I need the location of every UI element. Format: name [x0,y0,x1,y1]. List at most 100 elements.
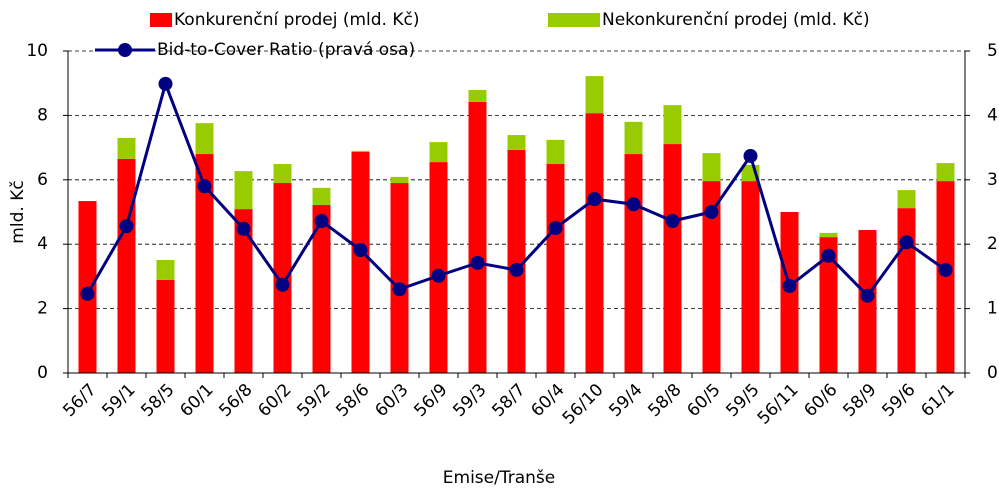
bar [936,163,955,182]
marker [158,76,173,91]
x-tick-label: 59/3 [449,380,490,421]
y2-tick-label: 0 [987,363,998,383]
marker [509,262,524,277]
x-tick-label: 59/2 [293,380,334,421]
bar [741,181,760,373]
x-axis-title: Emise/Tranše [443,468,555,488]
x-tick-label: 60/6 [800,380,841,421]
marker [665,214,680,229]
bar [819,232,838,238]
marker [821,248,836,263]
x-tick-label: 61/1 [917,380,958,421]
bar [585,113,604,373]
bar [117,137,136,159]
legend-swatch [548,13,600,27]
bar [663,105,682,145]
marker [704,205,719,219]
marker [236,221,251,236]
bar [351,150,370,152]
bar [234,171,253,210]
x-tick-label: 56/7 [59,380,100,421]
bar [507,135,526,150]
bar [897,190,916,209]
x-tick-label: 56/8 [215,380,256,421]
y-axis-title: mld. Kč [8,180,28,243]
marker [431,268,446,283]
bar [468,101,487,373]
bar [702,181,721,373]
y2-tick-label: 1 [987,299,998,319]
bar [312,204,331,373]
y-tick-label: 4 [37,234,48,254]
legend-label: Nekonkurenční prodej (mld. Kč) [602,10,870,30]
x-tick-label: 58/7 [488,380,529,421]
marker [470,255,485,270]
marker [899,235,914,250]
x-tick-label: 58/5 [137,380,178,421]
bar [624,121,643,155]
legend-swatch [118,43,132,57]
marker [314,214,329,229]
bar [429,142,448,163]
bar [390,183,409,373]
bar [702,153,721,182]
y-tick-label: 0 [37,363,48,383]
marker [548,221,563,236]
bar [507,149,526,373]
bar [585,76,604,114]
y-tick-label: 6 [37,170,48,190]
y2-tick-label: 4 [987,105,998,125]
bar [819,237,838,373]
marker [782,279,797,294]
marker [392,282,407,297]
y2-tick-label: 2 [987,234,998,254]
marker [275,277,290,292]
bar [195,154,214,373]
x-tick-label: 56/11 [754,380,803,429]
x-tick-label: 58/9 [839,380,880,421]
x-tick-label: 59/6 [878,380,919,421]
bar [546,164,565,373]
bar [156,259,175,280]
bar [468,89,487,102]
bar [663,144,682,373]
marker [353,242,368,257]
marker [587,192,602,207]
x-tick-label: 58/6 [332,380,373,421]
marker [197,179,212,194]
marker [743,148,758,163]
marker [860,288,875,303]
y-tick-label: 8 [37,105,48,125]
x-tick-label: 58/8 [644,380,685,421]
y-tick-label: 2 [37,299,48,319]
bar [546,139,565,165]
legend-label: Bid-to-Cover Ratio (pravá osa) [157,40,415,60]
x-tick-label: 56/10 [559,380,608,429]
bar [117,158,136,373]
y-tick-label: 10 [26,41,48,61]
x-tick-label: 60/2 [254,380,295,421]
x-tick-label: 59/4 [605,380,646,421]
legend-swatch [150,13,172,27]
x-tick-label: 59/1 [98,380,139,421]
marker [626,197,641,212]
x-tick-label: 60/5 [683,380,724,421]
bar [936,181,955,373]
marker [119,219,134,234]
x-tick-label: 60/3 [371,380,412,421]
bar [390,176,409,184]
bar [195,123,214,155]
marker [80,286,95,301]
legend-label: Konkurenční prodej (mld. Kč) [174,10,420,30]
bar [351,151,370,373]
bar [234,209,253,373]
y2-tick-label: 3 [987,170,998,190]
x-tick-label: 60/1 [176,380,217,421]
bar [624,154,643,373]
y2-tick-label: 5 [987,41,998,61]
bar [273,164,292,184]
marker [938,262,953,277]
bar [897,208,916,373]
x-tick-label: 56/9 [410,380,451,421]
